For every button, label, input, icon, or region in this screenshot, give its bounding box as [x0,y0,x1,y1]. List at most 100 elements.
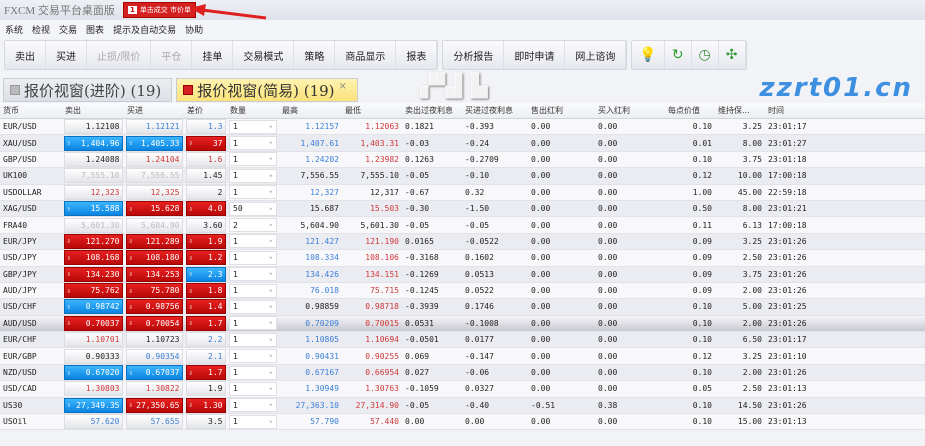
chevron-down-icon[interactable]: ▾ [268,335,273,344]
chevron-down-icon[interactable]: ▾ [268,253,273,262]
menu-item[interactable]: 检视 [32,25,51,36]
quantity-select[interactable]: 1 ▾ [229,267,277,282]
menu-item[interactable]: 提示及自动交易 [113,25,177,36]
chevron-down-icon[interactable]: ▾ [268,122,273,131]
table-row[interactable]: FRA40 5,601.30 5,604.90 3.60 2 ▾ 5,604.90 5,601… [0,217,925,234]
table-row[interactable]: NZD/USD ⇧ 0.67020 ⇧ 0.67037 ⇩ 1.7 1 ▾ 0.67167 0.66… [0,364,925,382]
column-header[interactable]: 时间 [768,106,784,115]
column-header[interactable]: 差价 [187,106,203,115]
buy-price-button[interactable]: 0.90354 [125,348,183,364]
table-row[interactable]: USOil 57.620 57.655 3.5 1 ▾ 57.790 57.440 0.00 0.… [0,414,925,431]
toolbar-button[interactable]: 网上谘询 [565,41,627,69]
toolbar-button[interactable]: 即时申请 [504,41,566,69]
buy-price-button[interactable]: ⇩ 0.98756 [125,299,183,315]
tab-quote-window[interactable]: 报价视窗(进阶) (19) [3,78,173,102]
quantity-select[interactable]: 1 ▾ [229,299,277,314]
buy-price-button[interactable]: 12,325 [125,184,183,200]
buy-price-button[interactable]: 1.10723 [125,332,183,348]
chevron-down-icon[interactable]: ▾ [268,204,273,213]
toolbar-button[interactable]: 分析报告 [443,41,505,69]
chevron-down-icon[interactable]: ▾ [268,384,273,393]
buy-price-button[interactable]: 1.30822 [125,381,183,397]
chevron-down-icon[interactable]: ▾ [268,352,273,361]
column-header[interactable]: 卖出 [65,106,81,115]
toolbar-button[interactable]: 卖出 [5,41,46,69]
column-header[interactable]: 数量 [230,106,246,115]
sell-price-button[interactable]: ⇩ 121.270 [63,233,123,249]
sell-price-button[interactable]: ⇧ 0.67020 [63,365,123,381]
table-row[interactable]: GBP/JPY ⇩ 134.230 ⇩ 134.253 ⇧ 2.3 1 ▾ 134.426 134.… [0,266,925,283]
quantity-select[interactable]: 1 ▾ [229,332,277,347]
table-row[interactable]: USD/JPY ⇩ 108.168 ⇩ 108.180 ⇩ 1.2 1 ▾ 108.334 108.… [0,250,925,267]
column-header[interactable]: 每点价值 [668,106,700,115]
sell-price-button[interactable]: ⇩ 0.70037 [63,315,123,331]
quantity-select[interactable]: 1 ▾ [229,414,277,429]
toolbar-button[interactable]: 交易模式 [233,41,295,69]
column-header[interactable]: 买进过夜利息 [465,106,513,115]
column-header[interactable]: 维持保... [718,106,750,115]
chevron-down-icon[interactable]: ▾ [268,401,273,410]
table-row[interactable]: EUR/CHF 1.10701 1.10723 2.2 1 ▾ 1.10805 1.10694… [0,332,925,349]
sell-price-button[interactable]: 1.30803 [63,381,123,397]
buy-price-button[interactable]: ⇧ 0.67037 [125,365,183,381]
quantity-select[interactable]: 1 ▾ [229,349,277,364]
chevron-down-icon[interactable]: ▾ [268,237,273,246]
chevron-down-icon[interactable]: ▾ [268,155,273,164]
sell-price-button[interactable]: 57.620 [63,414,123,430]
chevron-down-icon[interactable]: ▾ [268,286,273,295]
menu-item[interactable]: 系统 [5,25,24,36]
menu-item[interactable]: 交易 [59,25,78,36]
quantity-select[interactable]: 1 ▾ [229,152,277,167]
chevron-down-icon[interactable]: ▾ [268,188,273,197]
quantity-select[interactable]: 1 ▾ [229,136,277,151]
column-header[interactable]: 最低 [345,106,361,115]
buy-price-button[interactable]: ⇩ 75.780 [125,283,183,299]
buy-price-button[interactable]: ⇩ 134.253 [125,266,183,282]
sell-price-button[interactable]: ⇧ 15.588 [63,201,123,217]
table-row[interactable]: XAU/USD ⇧ 1,404.96 ⇧ 1,405.33 ⇩ 37 1 ▾ 1,407.61 1,… [0,135,925,152]
chevron-down-icon[interactable]: ▾ [268,139,273,148]
column-header[interactable]: 买入红利 [598,106,630,115]
buy-price-button[interactable]: ⇩ 121.289 [125,233,183,249]
sell-price-button[interactable]: 0.90333 [63,348,123,364]
quantity-select[interactable]: 1 ▾ [229,365,277,380]
chevron-down-icon[interactable]: ▾ [268,319,273,328]
sell-price-button[interactable]: ⇧ 0.98742 [63,299,123,315]
column-header[interactable]: 售出红利 [531,106,563,115]
table-row[interactable]: USDOLLAR 12,323 12,325 2 1 ▾ 12,327 12,317 -0.67… [0,184,925,201]
buy-price-button[interactable]: 1.12121 [125,119,183,135]
column-header[interactable]: 最高 [282,106,298,115]
quantity-select[interactable]: 1 ▾ [229,185,277,200]
sell-price-button[interactable]: ⇩ 75.762 [63,283,123,299]
toolbar-button[interactable]: 买进 [46,41,87,69]
chevron-down-icon[interactable]: ▾ [268,270,273,279]
clock-icon[interactable]: ◷ [692,41,719,69]
table-row[interactable]: GBP/USD 1.24088 1.24104 1.6 1 ▾ 1.24202 1.23982… [0,151,925,169]
buy-price-button[interactable]: 1.24104 [125,151,183,167]
buy-price-button[interactable]: 57.655 [125,414,183,430]
toolbar-button[interactable]: 报表 [396,41,438,69]
table-row[interactable]: UK100 7,555.10 7,556.55 1.45 1 ▾ 7,556.55 7,555… [0,168,925,185]
table-row[interactable]: US30 ⇧ 27,349.35 ⇩ 27,350.65 ⇩ 1.30 1 ▾ 27,363.10… [0,397,925,415]
chevron-down-icon[interactable]: ▾ [268,302,273,311]
table-row[interactable]: XAG/USD ⇧ 15.588 ⇩ 15.628 ⇩ 4.0 50 ▾ 15.687 15.503… [0,200,925,218]
buy-price-button[interactable]: ⇩ 0.70054 [125,315,183,331]
quantity-select[interactable]: 1 ▾ [229,234,277,249]
one-click-trading-badge[interactable]: 1 单击成交 市价单 [122,2,197,18]
buy-price-button[interactable]: ⇩ 15.628 [125,201,183,217]
menu-item[interactable]: 图表 [86,25,105,36]
quantity-select[interactable]: 1 ▾ [229,168,277,183]
table-row[interactable]: USD/CAD 1.30803 1.30822 1.9 1 ▾ 1.30949 1.30763… [0,381,925,398]
lightbulb-icon[interactable]: 💡 [632,41,665,69]
chevron-down-icon[interactable]: ▾ [268,171,273,180]
quantity-select[interactable]: 50 ▾ [229,201,277,216]
column-header[interactable]: 买进 [127,106,143,115]
chevron-down-icon[interactable]: ▾ [268,221,273,230]
close-icon[interactable]: × [338,81,347,92]
toolbar-button[interactable]: 止损/限价 [87,41,152,69]
sell-price-button[interactable]: ⇧ 27,349.35 [63,397,123,413]
quantity-select[interactable]: 2 ▾ [229,218,277,233]
quantity-select[interactable]: 1 ▾ [229,398,277,413]
table-row[interactable]: AUD/USD ⇩ 0.70037 ⇩ 0.70054 ⇩ 1.7 1 ▾ 0.70209 0.70… [0,315,925,333]
sell-price-button[interactable]: ⇩ 108.168 [63,250,123,266]
